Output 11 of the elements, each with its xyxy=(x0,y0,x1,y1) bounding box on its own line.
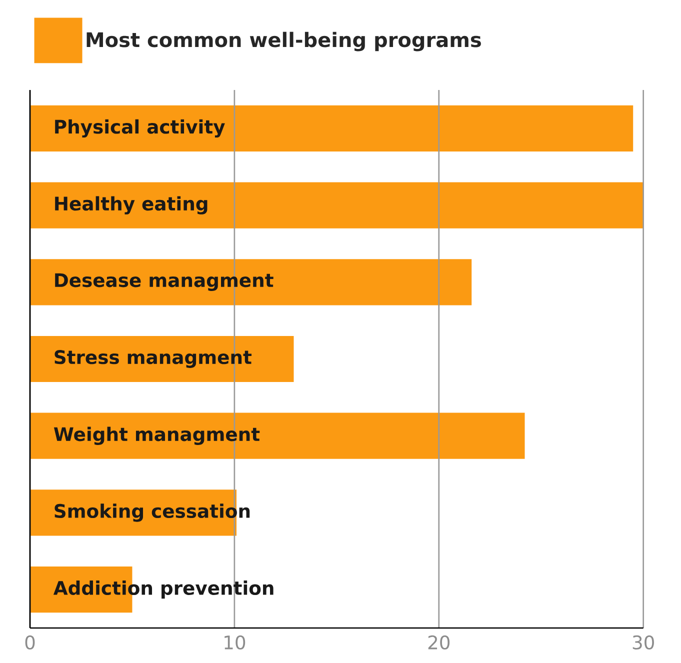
x-tick-label: 0 xyxy=(25,635,35,650)
bar xyxy=(30,259,472,306)
x-tick-label: 20 xyxy=(428,635,450,650)
legend-label: Most common well-being programs xyxy=(86,32,481,52)
bar xyxy=(30,105,634,152)
x-tick-label: 10 xyxy=(224,635,246,650)
y-tick-label: Healthy eating xyxy=(55,196,208,214)
bar xyxy=(30,412,525,459)
y-tick-label: Physical activity xyxy=(55,119,225,138)
x-tick-label: 30 xyxy=(632,635,654,650)
bar xyxy=(30,182,644,228)
